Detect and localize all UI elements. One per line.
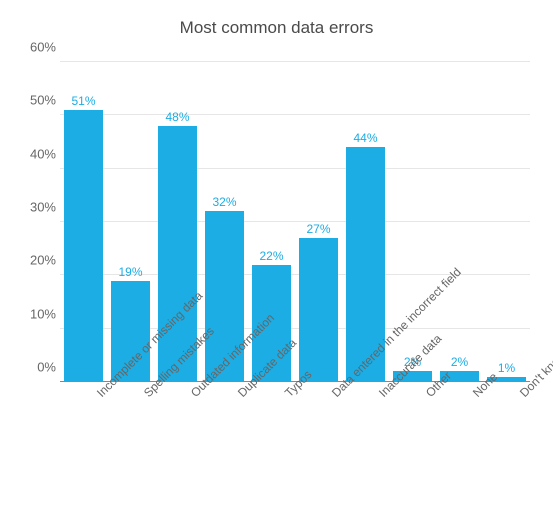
x-axis-label: Don't know <box>517 390 527 400</box>
x-axis-label: Other <box>423 390 433 400</box>
x-axis-label: Inaccurate data <box>376 390 386 400</box>
bar-slot: 44% <box>342 62 389 382</box>
bar-value-label: 44% <box>353 131 377 145</box>
y-tick-label: 50% <box>12 93 56 108</box>
y-tick-label: 30% <box>12 200 56 215</box>
bar-value-label: 32% <box>212 195 236 209</box>
bar-slot: 1% <box>483 62 530 382</box>
chart-title: Most common data errors <box>0 0 553 38</box>
bar-slot: 51% <box>60 62 107 382</box>
bar-value-label: 22% <box>259 249 283 263</box>
chart-container: Most common data errors 0% 10% 20% 30% 4… <box>0 0 553 516</box>
y-tick-label: 60% <box>12 40 56 55</box>
bar-slot: 2% <box>436 62 483 382</box>
x-axis-label: None <box>470 390 480 400</box>
x-axis-label: Spelling mistakes <box>141 390 151 400</box>
bar: 27% <box>299 238 338 382</box>
y-tick-label: 40% <box>12 146 56 161</box>
x-axis-label: Outdated information <box>188 390 198 400</box>
bar-slot: 19% <box>107 62 154 382</box>
bar-value-label: 48% <box>165 110 189 124</box>
bar-value-label: 19% <box>118 265 142 279</box>
bar-value-label: 27% <box>306 222 330 236</box>
y-tick-label: 20% <box>12 253 56 268</box>
bar-value-label: 2% <box>451 355 468 369</box>
bar-value-label: 51% <box>71 94 95 108</box>
bars-group: 51% 19% 48% 32% 22% <box>60 62 530 382</box>
x-axis-label: Typos <box>282 390 292 400</box>
plot-area: 0% 10% 20% 30% 40% 50% 60% 51% 19% 48% <box>60 62 530 382</box>
bar-value-label: 1% <box>498 361 515 375</box>
x-axis-label: Duplicate data <box>235 390 245 400</box>
y-tick-label: 10% <box>12 306 56 321</box>
y-tick-label: 0% <box>12 360 56 375</box>
bar: 51% <box>64 110 103 382</box>
x-axis-label: Data entered in the incorrect field <box>329 390 339 400</box>
bar-slot: 27% <box>295 62 342 382</box>
x-axis-label: Incomplete or missing data <box>94 390 104 400</box>
